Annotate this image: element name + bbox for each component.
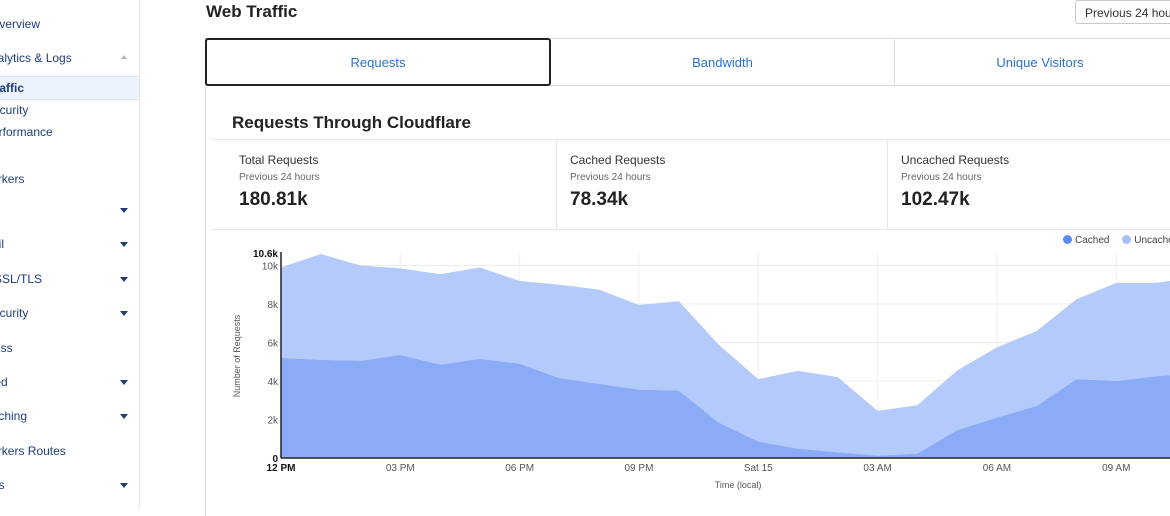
tab-bandwidth[interactable]: Bandwidth [551,39,895,85]
divider [212,229,1170,230]
x-tick-label: Sat 15 [744,463,773,474]
sidebar-item-speed[interactable]: Speed [0,371,139,393]
x-tick-label: 09 PM [625,463,654,474]
sidebar-item-traffic[interactable]: Traffic [0,76,139,100]
divider [556,140,557,229]
legend-label: Uncached [1134,235,1170,246]
divider [887,140,888,229]
x-tick-label: 06 PM [505,463,534,474]
sidebar-item-email[interactable]: Email [0,233,139,255]
stat-value: 78.34k [570,189,629,210]
x-axis-title: Time (local) [715,480,762,490]
legend-swatch [1122,235,1132,244]
sidebar-item-performance[interactable]: Performance [0,121,139,143]
metric-tabs: Requests Bandwidth Unique Visitors [205,38,1170,86]
sidebar-item-label: SSL/TLS [0,272,43,286]
uncached-series-area [281,254,1170,456]
sidebar-item-label: Email [0,237,5,251]
y-tick-label: 0 [272,454,278,465]
sidebar-item-label: Speed [0,375,8,389]
stat-cached-requests: Cached Requests Previous 24 hours 78.34k [570,153,665,211]
stat-label: Total Requests [239,153,319,167]
sidebar-item-label: Traffic [0,81,25,95]
sidebar-item-label: Security [0,306,29,320]
stat-label: Cached Requests [570,153,666,167]
cached-series-area [281,355,1170,458]
chevron-down-icon[interactable] [120,242,128,247]
sidebar-item-security[interactable]: Security [0,99,139,121]
stat-total-requests: Total Requests Previous 24 hours 180.81k [239,153,320,211]
sidebar-item-workers[interactable]: Workers [0,168,139,190]
sidebar-item-label: Security [0,103,29,117]
stat-period: Previous 24 hours [239,172,320,183]
x-tick-label: 03 AM [863,463,891,474]
tab-requests[interactable]: Requests [205,38,551,86]
y-tick-label: 6k [267,339,279,350]
requests-panel [205,86,1170,516]
y-tick-label: 10k [262,262,279,273]
chevron-down-icon[interactable] [120,414,128,419]
sidebar-item-ssl-tls[interactable]: SSL/TLS [0,268,139,290]
stat-label: Uncached Requests [901,153,1010,167]
x-tick-label: 03 PM [386,463,415,474]
legend-uncached[interactable]: Uncached [1122,235,1170,246]
stat-uncached-requests: Uncached Requests Previous 24 hours 102.… [901,153,1009,211]
y-tick-label: 10.6k [253,249,278,260]
sidebar-item-access[interactable]: Access [0,337,139,359]
sidebar-nav: Overview Analytics & Logs Traffic Security P… [0,0,140,508]
sidebar-item-rules[interactable]: Rules [0,474,139,496]
sidebar-item-dns[interactable]: DNS [0,199,139,221]
sidebar-item-workers-routes[interactable]: Workers Routes [0,440,139,462]
sidebar-item-label: Workers Routes [0,444,66,458]
legend-swatch [1063,235,1072,244]
chevron-down-icon[interactable] [120,380,128,385]
y-tick-label: 4k [267,377,279,388]
stat-value: 102.47k [901,189,970,210]
chevron-down-icon[interactable] [120,208,128,213]
chevron-down-icon[interactable] [120,311,128,316]
sidebar-item-label: Workers [0,172,25,186]
chevron-down-icon[interactable] [120,483,128,488]
page-title: Web Traffic [206,2,298,21]
y-axis-title: Number of Requests [232,314,242,397]
legend-label: Cached [1075,235,1110,246]
sidebar-item-label: Caching [0,409,28,423]
sidebar-item-security[interactable]: Security [0,302,139,324]
legend-cached[interactable]: Cached [1063,235,1109,246]
y-tick-label: 2k [267,416,279,427]
x-tick-label: 12 PM [267,463,296,474]
sidebar-item-caching[interactable]: Caching [0,405,139,427]
sidebar-item-overview[interactable]: Overview [0,13,139,35]
sidebar-item-analytics-logs[interactable]: Analytics & Logs [0,47,139,69]
stat-period: Previous 24 hours [570,172,651,183]
stat-period: Previous 24 hours [901,172,982,183]
sidebar-item-label: Access [0,341,13,355]
tab-unique-visitors[interactable]: Unique Visitors [996,54,1084,70]
time-range-select[interactable]: Previous 24 hours [1075,0,1170,24]
divider [212,139,1170,140]
chevron-up-icon[interactable] [121,55,127,59]
x-tick-label: 06 AM [983,463,1011,474]
x-tick-label: 09 AM [1102,463,1130,474]
sidebar-item-label: Rules [0,478,5,492]
chevron-down-icon[interactable] [120,277,128,282]
stat-value: 180.81k [239,189,308,210]
sidebar-item-label: Analytics & Logs [0,51,72,65]
y-tick-label: 8k [267,300,279,311]
panel-title: Requests Through Cloudflare [232,113,471,132]
sidebar-item-label: Overview [0,17,41,31]
sidebar-item-label: Performance [0,125,53,139]
chart-legend: Cached Uncached [1063,235,1170,246]
